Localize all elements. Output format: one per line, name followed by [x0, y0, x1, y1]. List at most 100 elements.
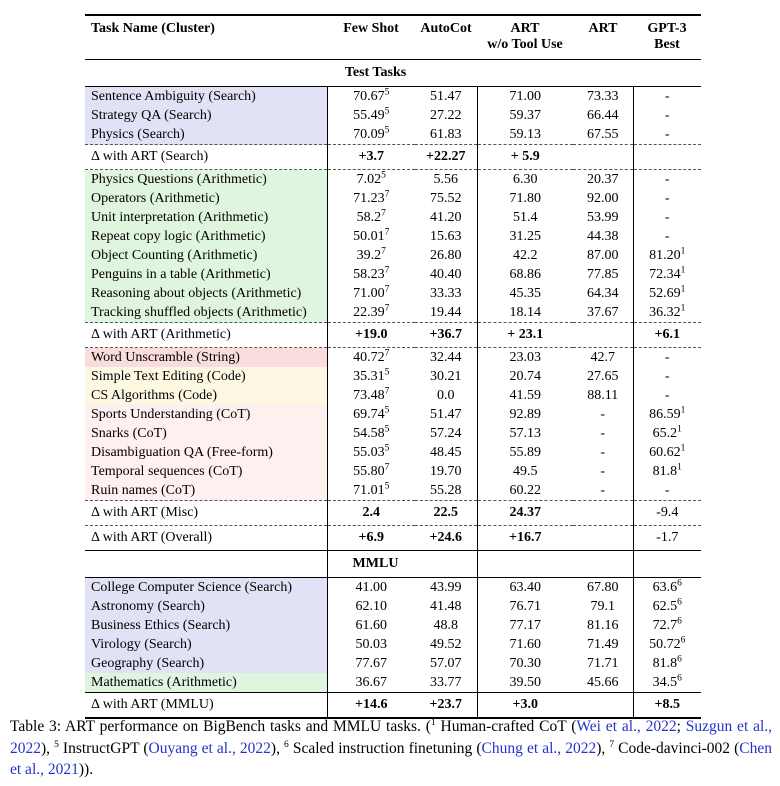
cell-value: 62.56: [652, 597, 682, 614]
header-row: Task Name (Cluster) Few Shot AutoCot ART…: [85, 15, 701, 60]
cell-value: -: [664, 369, 670, 384]
cell-value: [573, 322, 634, 348]
table-row: Physics Questions (Arithmetic) 7.025 5.56 6…: [85, 169, 701, 189]
task-name-cell: Snarks (CoT): [85, 424, 328, 443]
caption-text: InstructGPT (: [58, 739, 149, 757]
cell-value: 71.80: [509, 191, 542, 206]
task-name-cell: Unit interpretation (Arithmetic): [85, 208, 328, 227]
cell-value: 45.66: [573, 673, 634, 693]
cell-value: -: [664, 350, 670, 365]
task-name-cell: Strategy QA (Search): [85, 106, 328, 125]
cell-value: 42.7: [573, 347, 634, 367]
caption-text: ),: [41, 739, 55, 757]
cell-value: -9.4: [633, 500, 701, 526]
task-name-cell: Temporal sequences (CoT): [85, 462, 328, 481]
cell-value: +3.7: [327, 144, 415, 170]
task-name-cell: Simple Text Editing (Code): [85, 367, 328, 386]
caption-text: Human-crafted CoT (: [435, 718, 577, 735]
section-row: Test Tasks: [85, 59, 701, 87]
cell-value: +14.6: [355, 697, 388, 712]
cell-value: 19.70: [415, 462, 478, 481]
cell-value: 40.40: [415, 265, 478, 284]
cell-value: +8.5: [654, 697, 680, 712]
cell-value: 33.33: [415, 284, 478, 303]
cell-value: 66.44: [573, 106, 634, 125]
table-row: Word Unscramble (String) 40.727 32.44 23.03…: [85, 347, 701, 367]
cell-value: 27.22: [415, 106, 478, 125]
table-row: Astronomy (Search) 62.10 41.48 76.71 79.1 62.…: [85, 597, 701, 616]
table-body: Test Tasks Sentence Ambiguity (Search) 70.…: [85, 59, 701, 718]
cell-value: 71.49: [573, 635, 634, 654]
task-name-cell: Reasoning about objects (Arithmetic): [85, 284, 328, 303]
cell-value: 76.71: [509, 599, 542, 614]
citation-link[interactable]: Ouyang et al., 2022: [148, 739, 271, 757]
cell-value: 67.80: [573, 577, 634, 597]
cell-value: 55.807: [353, 462, 390, 479]
cell-value: +3.0: [512, 697, 538, 712]
cell-value: +23.7: [415, 692, 478, 718]
footnote-marker: 5: [54, 739, 59, 750]
cell-value: 75.52: [415, 189, 478, 208]
cell-value: 70.675: [353, 87, 390, 104]
empty-cell: [633, 59, 701, 87]
cell-value: 22.5: [415, 500, 478, 526]
cell-value: 64.34: [573, 284, 634, 303]
cell-value: 22.397: [327, 303, 415, 323]
cell-value: 37.67: [573, 303, 634, 323]
cell-value: -: [664, 210, 670, 225]
cell-value: 51.47: [415, 405, 478, 424]
task-name-cell: Operators (Arithmetic): [85, 189, 328, 208]
column-header-label: ART: [510, 21, 540, 36]
cell-value: 51.4: [513, 210, 538, 225]
cell-value: -: [573, 405, 634, 424]
cell-value: 31.25: [509, 229, 542, 244]
cell-value: 77.17: [509, 618, 542, 633]
caption-text: ),: [270, 739, 285, 757]
citation-link[interactable]: Suzgun et al., 2022: [10, 718, 773, 757]
cell-value: 55.035: [353, 443, 390, 460]
cell-value: 70.095: [327, 125, 415, 145]
cell-value: 60.621: [649, 443, 686, 460]
cell-value: 52.691: [649, 284, 686, 301]
table-row: Simple Text Editing (Code) 35.315 30.21 20.…: [85, 367, 701, 386]
cell-value: 77.85: [573, 265, 634, 284]
task-name-cell: Business Ethics (Search): [85, 616, 328, 635]
cell-value: 55.28: [415, 481, 478, 501]
cell-value: 81.16: [573, 616, 634, 635]
empty-cell: [573, 550, 634, 578]
table-row: Penguins in a table (Arithmetic) 58.237 40…: [85, 265, 701, 284]
task-name-cell: Δ with ART (Arithmetic): [85, 322, 328, 348]
cell-value: 63.66: [652, 578, 682, 595]
citation-link[interactable]: Chen et al., 2021: [10, 739, 773, 779]
task-name-cell: Δ with ART (Misc): [85, 500, 328, 526]
footnote-marker: 7: [609, 739, 615, 750]
cell-value: 48.45: [415, 443, 478, 462]
cell-value: 73.33: [573, 86, 634, 106]
citation-link[interactable]: Wei et al., 2022: [576, 718, 677, 735]
column-header-label: GPT-3: [647, 21, 687, 36]
cell-value: 71.60: [509, 637, 542, 652]
task-name-cell: Physics Questions (Arithmetic): [85, 169, 328, 189]
table-row: Sentence Ambiguity (Search) 70.675 51.47 71…: [85, 86, 701, 106]
caption-text: ;: [676, 718, 686, 735]
delta-row: Δ with ART (Misc) 2.4 22.5 24.37 -9.4: [85, 500, 701, 526]
cell-value: +6.1: [633, 322, 701, 348]
cell-value: 24.37: [477, 500, 573, 526]
cell-value: 70.30: [509, 656, 542, 671]
cell-value: 2.4: [327, 500, 415, 526]
column-header-art: ART: [573, 15, 633, 60]
cell-value: 30.21: [415, 367, 478, 386]
cell-value: 72.76: [652, 616, 682, 633]
task-name-cell: CS Algorithms (Code): [85, 386, 328, 405]
cell-value: 58.237: [353, 265, 390, 282]
table-row: College Computer Science (Search) 41.00 43…: [85, 577, 701, 597]
task-name-cell: Penguins in a table (Arithmetic): [85, 265, 328, 284]
cell-value: 20.74: [509, 369, 542, 384]
citation-link[interactable]: Chung et al., 2022: [481, 739, 597, 757]
cell-value: -: [664, 89, 670, 104]
cell-value: [573, 692, 634, 718]
empty-cell: [85, 550, 328, 578]
task-name-cell: Ruin names (CoT): [85, 481, 328, 501]
task-name-cell: Physics (Search): [85, 125, 328, 145]
table-row: Business Ethics (Search) 61.60 48.8 77.17 81…: [85, 616, 701, 635]
